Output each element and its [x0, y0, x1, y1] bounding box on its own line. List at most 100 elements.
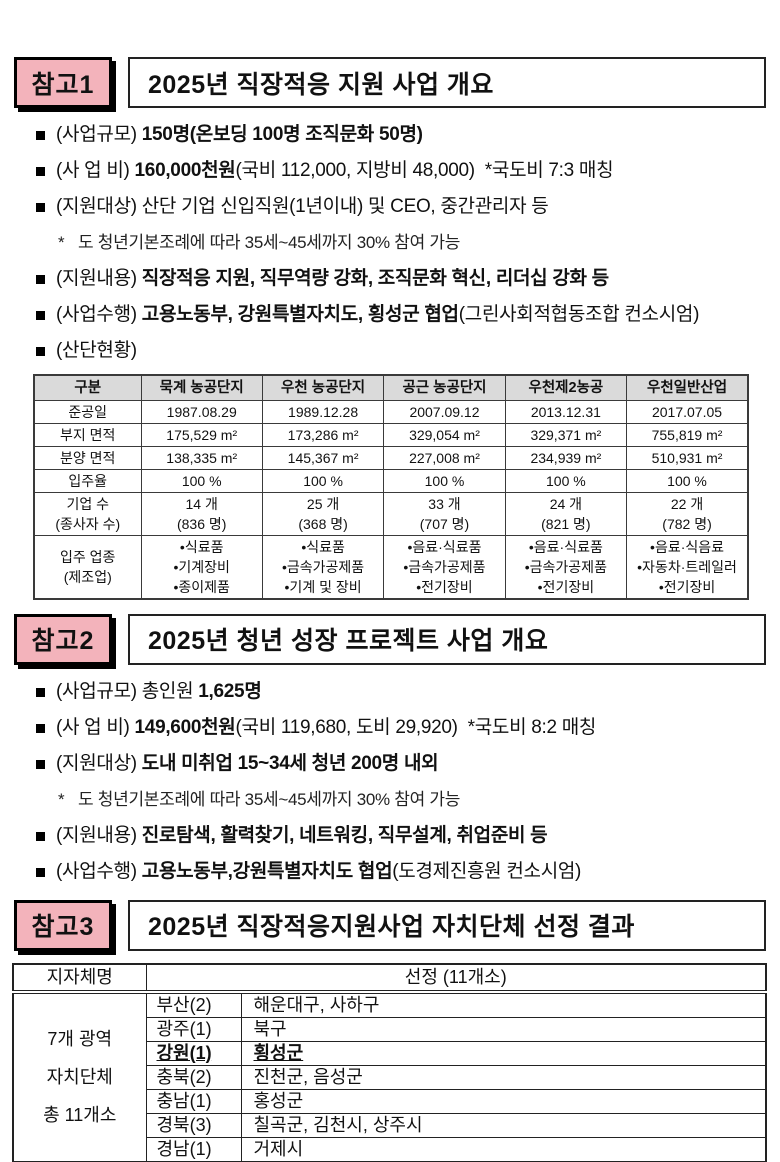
section-reference-2: 참고2 2025년 청년 성장 프로젝트 사업 개요 (사업규모) 총인원 1,… [14, 613, 766, 885]
row-label: 부지 면적 [33, 422, 142, 447]
table-row: 광주(1) 북구 [13, 1016, 767, 1042]
bullet-item: (사 업 비) 149,600천원(국비 119,680, 도비 29,920)… [14, 715, 766, 741]
reference-badge: 참고3 [14, 899, 112, 951]
region-cell: 충북(2) [145, 1064, 242, 1090]
bullet-text: (지원내용) 진로탐색, 활력찾기, 네트워킹, 직무설계, 취업준비 등 [56, 824, 548, 846]
bullet-text: (지원내용) 직장적응 지원, 직무역량 강화, 조직문화 혁신, 리더십 강화… [56, 268, 609, 289]
section-title: 2025년 직장적응 지원 사업 개요 [128, 57, 766, 108]
square-bullet-icon [36, 347, 45, 356]
section-title: 2025년 직장적응지원사업 자치단체 선정 결과 [128, 899, 766, 951]
table-cell: 24 개 (821 명) [504, 491, 628, 536]
bullet-item: (지원대상) 도내 미취업 15~34세 청년 200명 내외 [14, 751, 766, 777]
reference-badge: 참고1 [14, 57, 112, 108]
footnote-line: * 도 청년기본조례에 따라 35세~45세까지 30% 참여 가능 [14, 230, 766, 256]
column-header: 지자체명 [12, 963, 147, 994]
table-cell: 100 % [383, 468, 506, 493]
table-row: 충북(2) 진천군, 음성군 [13, 1064, 767, 1090]
section-title: 2025년 청년 성장 프로젝트 사업 개요 [128, 613, 766, 665]
row-label: 분양 면적 [33, 445, 142, 470]
footnote-line: * 도 청년기본조례에 따라 35세~45세까지 30% 참여 가능 [14, 787, 766, 813]
table-row: 충남(1) 홍성군 [13, 1088, 767, 1114]
table-cell: 755,819 m² [626, 422, 749, 447]
bullet-text: (사업규모) 150명(온보딩 100명 조직문화 50명) [56, 124, 423, 145]
section-reference-3: 참고3 2025년 직장적응지원사업 자치단체 선정 결과 지자체명 선정 (11… [12, 899, 767, 1162]
table-cell: 100 % [261, 468, 385, 493]
bullet-text: 도 청년기본조례에 따라 35세~45세까지 30% 참여 가능 [78, 233, 461, 252]
column-header: 우천 농공단지 [261, 374, 385, 401]
industrial-complex-table-wrap: 구분 묵계 농공단지 우천 농공단지 공근 농공단지 우천제2농공 우천일반산업 준공일 19… [33, 374, 766, 600]
industrial-complex-table: 구분 묵계 농공단지 우천 농공단지 공근 농공단지 우천제2농공 우천일반산업 준공일 19… [33, 374, 749, 600]
square-bullet-icon [36, 275, 45, 284]
bullet-text: (지원대상) 산단 기업 신입직원(1년이내) 및 CEO, 중간관리자 등 [56, 196, 549, 217]
table-cell: 25 개 (368 명) [261, 491, 385, 536]
square-bullet-icon [36, 131, 45, 140]
table-cell: •음료·식료품 •금속가공제품 •전기장비 [383, 534, 506, 599]
table-cell: •음료·식음료 •자동차·트레일러 •전기장비 [626, 534, 749, 599]
row-label: 입주 업종 (제조업) [33, 534, 142, 599]
areas-cell: 칠곡군, 김천시, 상주시 [240, 1112, 767, 1138]
merged-region-label: 7개 광역 자치단체 총 11개소 [12, 991, 147, 1162]
table-cell: 1987.08.29 [140, 399, 263, 424]
square-bullet-icon [36, 203, 45, 212]
square-bullet-icon [36, 867, 45, 877]
square-bullet-icon [36, 687, 45, 697]
bullet-text: (사업수행) 고용노동부, 강원특별자치도, 횡성군 협업(그린사회적협동조합 … [56, 304, 700, 325]
table-cell: 14 개 (836 명) [140, 491, 263, 536]
table-cell: 2013.12.31 [504, 399, 628, 424]
table-row: 경남(1) 거제시 [13, 1136, 767, 1162]
region-cell: 경북(3) [145, 1112, 242, 1138]
bullet-item: (사업수행) 고용노동부,강원특별자치도 협업(도경제진흥원 컨소시엄) [14, 859, 766, 885]
table-cell: 510,931 m² [626, 445, 749, 470]
table-row: 준공일 1987.08.29 1989.12.28 2007.09.12 2013.12… [33, 399, 749, 424]
asterisk-marker: * [58, 789, 65, 809]
table-cell: 145,367 m² [261, 445, 385, 470]
bullet-text: (사 업 비) 149,600천원(국비 119,680, 도비 29,920)… [56, 716, 597, 738]
row-label: 준공일 [33, 399, 142, 424]
table-row: 강원(1) 횡성군 [13, 1040, 767, 1066]
row-label: 기업 수 (종사자 수) [33, 491, 142, 536]
table-row: 기업 수 (종사자 수) 14 개 (836 명) 25 개 (368 명) 33 개 (70… [33, 491, 749, 536]
region-cell: 부산(2) [145, 991, 242, 1018]
table-cell: 1989.12.28 [261, 399, 385, 424]
square-bullet-icon [36, 167, 45, 176]
table-cell: 2017.07.05 [626, 399, 749, 424]
section-reference-1: 참고1 2025년 직장적응 지원 사업 개요 (사업규모) 150명(온보딩 … [14, 57, 766, 600]
bullet-text: (사 업 비) 160,000천원(국비 112,000, 지방비 48,000… [56, 160, 614, 181]
table-row: 경북(3) 칠곡군, 김천시, 상주시 [13, 1112, 767, 1138]
section-header: 참고1 2025년 직장적응 지원 사업 개요 [14, 57, 766, 108]
square-bullet-icon [36, 311, 45, 320]
bullet-list: (사업규모) 총인원 1,625명 (사 업 비) 149,600천원(국비 11… [14, 679, 766, 885]
square-bullet-icon [36, 831, 45, 841]
bullet-item: (지원내용) 직장적응 지원, 직무역량 강화, 조직문화 혁신, 리더십 강화… [14, 266, 766, 292]
table-cell: •식료품 •기계장비 •종이제품 [140, 534, 263, 599]
areas-cell: 해운대구, 사하구 [240, 991, 767, 1018]
bullet-text: 도 청년기본조례에 따라 35세~45세까지 30% 참여 가능 [78, 789, 461, 809]
table-cell: 138,335 m² [140, 445, 263, 470]
table-cell: 175,529 m² [140, 422, 263, 447]
column-header: 묵계 농공단지 [140, 374, 263, 401]
bullet-item: (사업규모) 150명(온보딩 100명 조직문화 50명) [14, 122, 766, 148]
table-cell: 100 % [626, 468, 749, 493]
table-row: 분양 면적 138,335 m² 145,367 m² 227,008 m² 234,9… [33, 445, 749, 470]
table-row: 부지 면적 175,529 m² 173,286 m² 329,054 m² 329,3… [33, 422, 749, 447]
table-cell: 33 개 (707 명) [383, 491, 506, 536]
square-bullet-icon [36, 759, 45, 769]
table-row: 7개 광역 자치단체 총 11개소 부산(2) 해운대구, 사하구 [12, 991, 767, 1162]
areas-cell: 거제시 [240, 1136, 767, 1162]
column-header: 선정 (11개소) [145, 963, 767, 994]
bullet-text: (사업수행) 고용노동부,강원특별자치도 협업(도경제진흥원 컨소시엄) [56, 860, 582, 882]
areas-cell: 횡성군 [240, 1040, 767, 1066]
selection-result-table-wrap: 지자체명 선정 (11개소) 7개 광역 자치단체 총 11개소 부산(2) 해운대구, 사… [12, 962, 767, 1162]
row-label: 입주율 [33, 468, 142, 493]
selection-result-table: 지자체명 선정 (11개소) 7개 광역 자치단체 총 11개소 부산(2) 해운대구, 사… [12, 962, 767, 1162]
region-cell: 강원(1) [145, 1040, 242, 1066]
bullet-item: (사업수행) 고용노동부, 강원특별자치도, 횡성군 협업(그린사회적협동조합 … [14, 302, 766, 328]
column-header: 우천일반산업 [626, 374, 749, 401]
table-cell: 234,939 m² [504, 445, 628, 470]
areas-cell: 홍성군 [240, 1088, 767, 1114]
areas-cell: 북구 [240, 1016, 767, 1042]
table-cell: 227,008 m² [383, 445, 506, 470]
region-cell: 경남(1) [145, 1136, 242, 1162]
areas-cell: 진천군, 음성군 [240, 1064, 767, 1090]
